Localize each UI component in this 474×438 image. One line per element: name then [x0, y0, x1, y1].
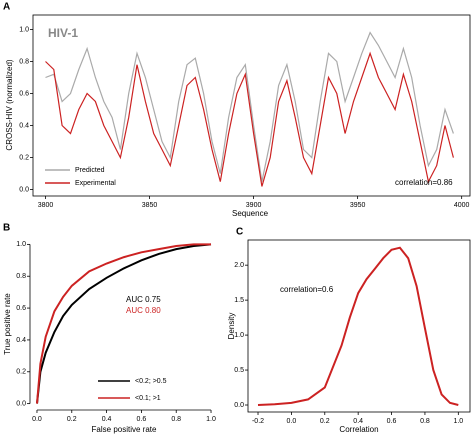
data-line [36, 243, 212, 404]
x-tick-label: 3900 [246, 202, 262, 209]
y-axis-label: True positive rate [3, 293, 12, 355]
legend-label: Experimental [75, 180, 116, 187]
x-tick-label: 0.4 [353, 418, 363, 425]
annotation: AUC 0.80 [126, 306, 161, 315]
y-tick-label: 0.8 [19, 58, 29, 65]
x-tick-label: 0.6 [137, 416, 147, 423]
y-tick-label: 1.0 [19, 26, 29, 33]
x-axis-label: False positive rate [92, 425, 157, 434]
y-tick-label: 0.2 [16, 369, 26, 376]
y-tick-label: 0.6 [16, 305, 26, 312]
x-tick-label: 0.2 [67, 416, 77, 423]
data-line [257, 246, 459, 406]
x-tick-label: 0.4 [102, 416, 112, 423]
y-tick-label: 0.2 [19, 154, 29, 161]
panel-letter: B [3, 223, 10, 234]
y-tick-label: 0.4 [16, 337, 26, 344]
y-tick-label: 0.6 [19, 90, 29, 97]
legend-label: <0.2; >0.5 [135, 378, 167, 385]
legend-label: Predicted [75, 167, 105, 174]
y-tick-label: 0.8 [16, 273, 26, 280]
x-tick-label: 3800 [38, 202, 54, 209]
y-tick-label: 0.0 [19, 186, 29, 193]
annotation: correlation=0.86 [395, 178, 453, 187]
x-tick-label: 4000 [454, 202, 470, 209]
x-tick-label: 1.0 [206, 416, 216, 423]
plot-frame [32, 14, 471, 197]
y-tick-label: 1.0 [234, 332, 244, 339]
x-tick-label: 3950 [350, 202, 366, 209]
y-tick-label: 1.5 [234, 297, 244, 304]
y-tick-label: 0.0 [16, 400, 26, 407]
panel-letter: C [236, 227, 243, 238]
data-line [45, 51, 454, 187]
chart-title: HIV-1 [48, 26, 78, 40]
y-tick-label: 0.0 [234, 402, 244, 409]
x-tick-label: 0.2 [320, 418, 330, 425]
data-line [45, 31, 454, 182]
y-tick-label: 0.4 [19, 122, 29, 129]
y-axis-label: CROSS-HIV (normalized) [5, 59, 14, 150]
x-tick-label: 0.0 [32, 416, 42, 423]
annotation: correlation=0.6 [280, 285, 334, 294]
y-tick-label: 0.5 [234, 367, 244, 374]
panel-letter: A [3, 2, 10, 13]
x-axis-label: Sequence [232, 209, 269, 218]
x-tick-label: 0.8 [420, 418, 430, 425]
data-line [36, 243, 211, 404]
x-tick-label: 0.0 [287, 418, 297, 425]
x-tick-label: 0.8 [171, 416, 181, 423]
x-tick-label: 1.0 [453, 418, 463, 425]
plot-frame [247, 239, 471, 413]
legend-label: <0.1; >1 [135, 395, 161, 402]
x-tick-label: -0.2 [252, 418, 264, 425]
x-tick-label: 0.6 [387, 418, 397, 425]
annotation: AUC 0.75 [126, 295, 161, 304]
y-tick-label: 2.0 [234, 262, 244, 269]
x-axis-label: Correlation [339, 425, 378, 434]
y-axis-label: Density [227, 313, 236, 340]
y-tick-label: 1.0 [16, 241, 26, 248]
x-tick-label: 3850 [142, 202, 158, 209]
